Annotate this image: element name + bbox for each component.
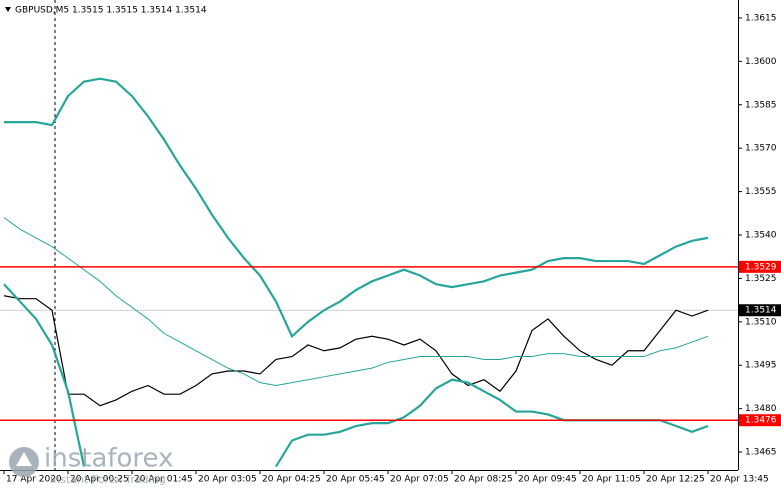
menu-arrow xyxy=(5,7,11,12)
x-tick-label: 20 Apr 01:45 xyxy=(134,475,193,485)
logo-mark xyxy=(16,452,32,466)
y-tick-label: 1.3495 xyxy=(745,361,777,371)
watermark: instaforex Instant Forex Trading xyxy=(9,444,173,486)
y-tick-label: 1.3510 xyxy=(745,317,777,327)
y-tick-label: 1.3600 xyxy=(745,57,777,67)
x-tick-label: 20 Apr 00:25 xyxy=(70,475,129,485)
x-tick-label: 20 Apr 05:45 xyxy=(326,475,385,485)
y-tick-label: 1.3615 xyxy=(745,13,777,23)
y-tick-label: 1.3480 xyxy=(745,404,777,414)
tagline: Instant Forex Trading xyxy=(50,473,166,486)
level-tag xyxy=(739,414,781,427)
x-tick-label: 20 Apr 04:25 xyxy=(262,475,321,485)
level-label: 1.3529 xyxy=(745,262,777,272)
series-line xyxy=(4,77,709,339)
y-tick-label: 1.3585 xyxy=(745,100,777,110)
y-tick-label: 1.3555 xyxy=(745,187,777,197)
series-line xyxy=(3,217,709,387)
y-tick-label: 1.3465 xyxy=(745,448,777,458)
brand: instaforex xyxy=(44,444,173,474)
price-label: 1.3514 xyxy=(745,306,777,316)
level-label: 1.3476 xyxy=(745,416,777,426)
x-tick-label: 20 Apr 08:25 xyxy=(454,475,513,485)
x-tick-label: 20 Apr 07:05 xyxy=(390,475,449,485)
level-tag xyxy=(739,260,781,273)
x-tick-label: 20 Apr 12:25 xyxy=(646,475,705,485)
x-tick-label: 17 Apr 2020 xyxy=(6,475,62,485)
price-tag xyxy=(739,304,781,317)
x-tick-label: 20 Apr 11:05 xyxy=(582,475,641,485)
x-tick-label: 20 Apr 13:45 xyxy=(710,475,769,485)
y-tick-label: 1.3540 xyxy=(745,231,777,241)
y-tick-label: 1.3525 xyxy=(745,274,777,284)
x-tick-label: 20 Apr 03:05 xyxy=(198,475,257,485)
y-tick-label: 1.3570 xyxy=(745,144,777,154)
chart-title: GBPUSD,M5 1.3515 1.3515 1.3514 1.3514 xyxy=(15,6,207,16)
x-tick-label: 20 Apr 09:45 xyxy=(518,475,577,485)
